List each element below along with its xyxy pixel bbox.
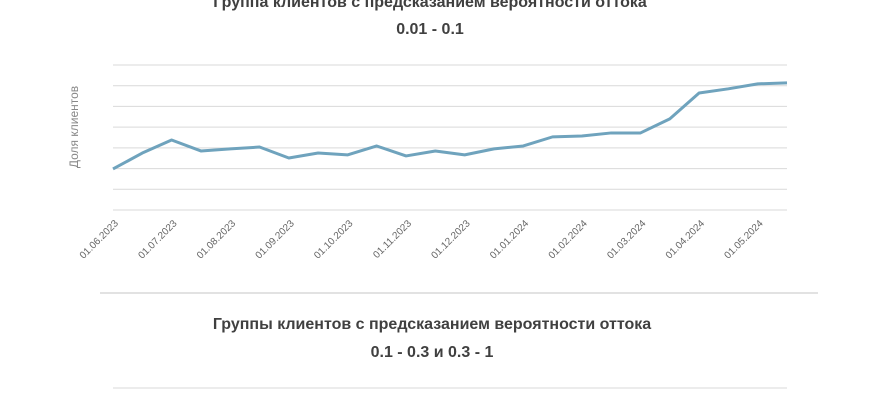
x-tick-label: 01.02.2024	[547, 218, 590, 261]
data-line	[112, 81, 788, 171]
x-tick-label: 01.08.2023	[195, 218, 238, 261]
x-tick-label: 01.11.2023	[371, 218, 414, 261]
x-tick-label: 01.09.2023	[254, 218, 297, 261]
x-tick-label: 01.03.2024	[605, 218, 648, 261]
x-tick-label: 01.01.2024	[488, 218, 531, 261]
x-tick-label: 01.10.2023	[312, 218, 355, 261]
chart-subtitle: 0.01 - 0.1	[396, 21, 464, 38]
x-tick-label: 01.04.2024	[664, 218, 707, 261]
next-chart-subtitle: 0.1 - 0.3 и 0.3 - 1	[371, 344, 494, 361]
x-tick-label: 01.06.2023	[78, 218, 121, 261]
x-tick-label: 01.05.2024	[723, 218, 766, 261]
chart-title: Группа клиентов с предсказанием вероятно…	[213, 0, 647, 11]
x-tick-label: 01.12.2023	[429, 218, 472, 261]
next-chart-title: Группы клиентов с предсказанием вероятно…	[213, 316, 651, 333]
x-tick-label: 01.07.2023	[136, 218, 179, 261]
y-axis-label: Доля клиентов	[67, 86, 81, 168]
